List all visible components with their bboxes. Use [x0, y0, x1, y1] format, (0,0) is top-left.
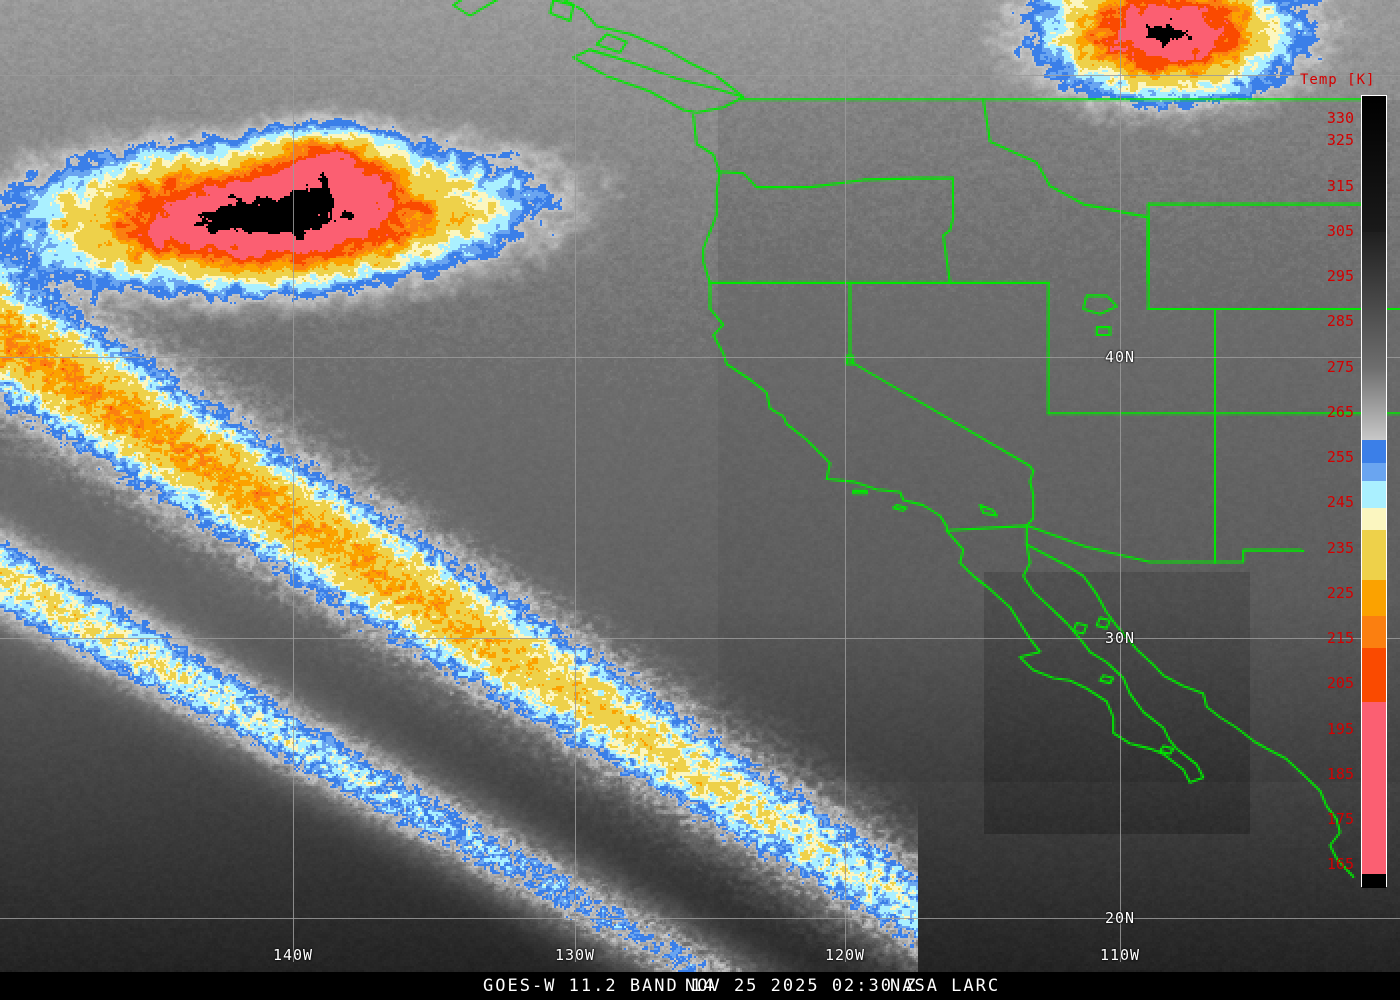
colorbar-tick-label: 195 — [1326, 719, 1354, 738]
colorbar-tick-label: 185 — [1326, 764, 1354, 783]
colorbar-tick-label: 225 — [1326, 583, 1354, 602]
longitude-gridline — [1120, 0, 1121, 962]
caption-timestamp: NOV 25 2025 02:30 Z — [685, 976, 918, 996]
colorbar-tick-label: 265 — [1326, 402, 1354, 421]
colorbar-tick-label: 305 — [1326, 221, 1354, 240]
colorbar-segment — [1362, 648, 1386, 703]
colorbar-tick-label: 235 — [1326, 538, 1354, 557]
colorbar-tick-label: 330 — [1326, 108, 1354, 127]
latitude-gridline — [0, 918, 1400, 919]
caption-bar: GOES-W 11.2 BAND 14 NOV 25 2025 02:30 Z … — [0, 972, 1400, 1000]
longitude-label: 140W — [272, 946, 314, 964]
caption-source: NASA LARC — [890, 976, 1001, 996]
colorbar-segment — [1362, 580, 1386, 617]
colorbar-segment — [1362, 874, 1386, 888]
colorbar-tick-label: 165 — [1326, 855, 1354, 874]
latitude-gridline — [0, 357, 1400, 358]
longitude-label: 130W — [554, 946, 596, 964]
colorbar-tick-label: 175 — [1326, 810, 1354, 829]
colorbar-tick-label: 215 — [1326, 629, 1354, 648]
longitude-gridline — [575, 0, 576, 962]
colorbar — [1361, 95, 1387, 888]
colorbar-tick-label: 245 — [1326, 493, 1354, 512]
colorbar-tick-label: 315 — [1326, 176, 1354, 195]
longitude-gridline — [293, 0, 294, 962]
latitude-label: 40N — [1104, 348, 1136, 366]
colorbar-segment — [1362, 462, 1386, 481]
latitude-gridline — [0, 638, 1400, 639]
colorbar-segment — [1362, 507, 1386, 531]
colorbar-segment — [1362, 367, 1386, 440]
colorbar-tick-label: 275 — [1326, 357, 1354, 376]
colorbar-segment — [1362, 702, 1386, 875]
colorbar-tick-label: 325 — [1326, 131, 1354, 150]
colorbar-segment — [1362, 480, 1386, 508]
longitude-gridline — [845, 0, 846, 962]
colorbar-segment — [1362, 439, 1386, 463]
colorbar-segment — [1362, 616, 1386, 649]
colorbar-segment — [1362, 96, 1386, 232]
longitude-label: 110W — [1099, 946, 1141, 964]
colorbar-title: Temp [K] — [1300, 72, 1376, 88]
longitude-label: 120W — [824, 946, 866, 964]
latitude-label: 30N — [1104, 629, 1136, 647]
colorbar-tick-label: 205 — [1326, 674, 1354, 693]
colorbar-segment — [1362, 530, 1386, 581]
latitude-gridline — [0, 75, 1400, 76]
colorbar-tick-label: 295 — [1326, 267, 1354, 286]
caption-satellite-channel: GOES-W 11.2 BAND 14 — [483, 976, 716, 996]
colorbar-tick-label: 255 — [1326, 448, 1354, 467]
colorbar-segment — [1362, 231, 1386, 368]
colorbar-tick-label: 285 — [1326, 312, 1354, 331]
latitude-label: 20N — [1104, 909, 1136, 927]
colorbar-gradient — [1361, 95, 1387, 888]
